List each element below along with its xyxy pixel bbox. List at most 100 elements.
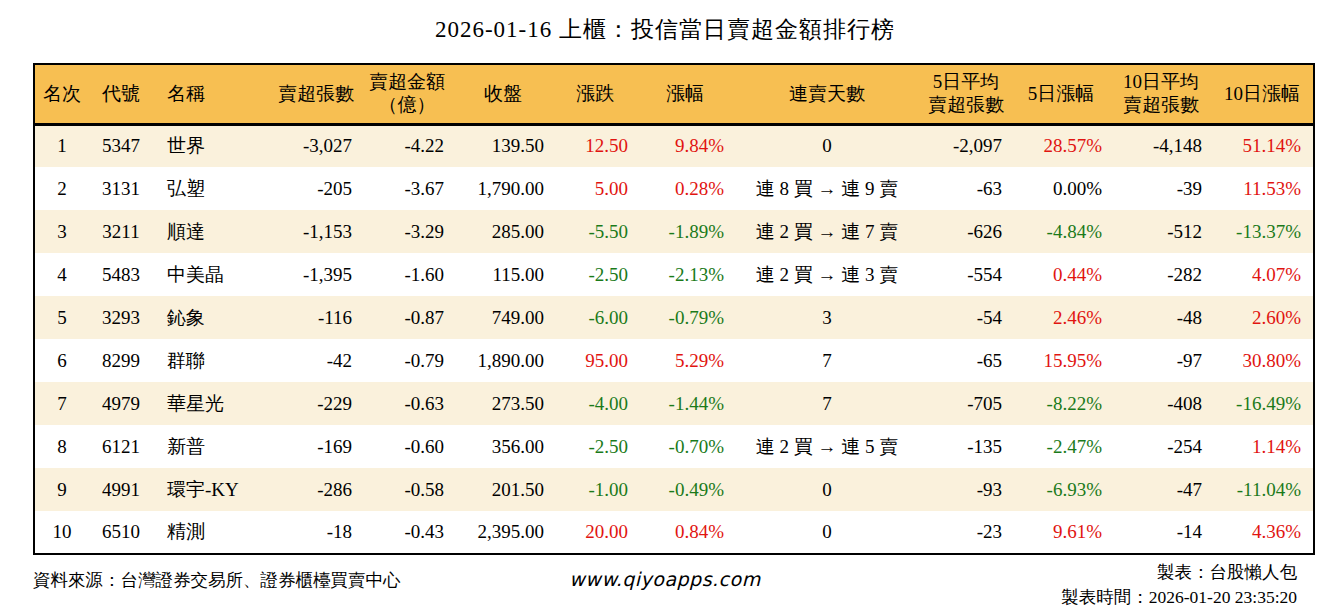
table-cell: 2,395.00 xyxy=(453,511,553,554)
table-cell: 0 xyxy=(733,468,921,511)
table-cell: 0.00% xyxy=(1011,167,1111,210)
column-header: 收盤 xyxy=(453,64,553,124)
table-cell: -3,027 xyxy=(271,124,361,167)
table-cell: 115.00 xyxy=(453,253,553,296)
table-row: 15347世界-3,027-4.22139.5012.509.84%0-2,09… xyxy=(34,124,1314,167)
table-cell: 9.84% xyxy=(637,124,733,167)
table-cell: 7 xyxy=(733,339,921,382)
table-cell: -1.89% xyxy=(637,210,733,253)
table-cell: 2.60% xyxy=(1211,296,1314,339)
column-header: 漲跌 xyxy=(553,64,637,124)
table-cell: 356.00 xyxy=(453,425,553,468)
table-cell: -254 xyxy=(1111,425,1211,468)
table-cell: 群聯 xyxy=(153,339,271,382)
table-cell: -554 xyxy=(921,253,1011,296)
table-cell: -48 xyxy=(1111,296,1211,339)
table-cell: -47 xyxy=(1111,468,1211,511)
table-cell: 5 xyxy=(34,296,89,339)
table-cell: -135 xyxy=(921,425,1011,468)
table-cell: 5.29% xyxy=(637,339,733,382)
column-header: 5日漲幅 xyxy=(1011,64,1111,124)
table-cell: 3293 xyxy=(89,296,153,339)
table-cell: 2 xyxy=(34,167,89,210)
ranking-table: 名次代號名稱賣超張數賣超金額 （億）收盤漲跌漲幅連賣天數5日平均 賣超張數5日漲… xyxy=(33,63,1315,555)
table-cell: 5.00 xyxy=(553,167,637,210)
table-cell: -5.50 xyxy=(553,210,637,253)
header-row: 名次代號名稱賣超張數賣超金額 （億）收盤漲跌漲幅連賣天數5日平均 賣超張數5日漲… xyxy=(34,64,1314,124)
table-cell: -0.70% xyxy=(637,425,733,468)
table-cell: 4.36% xyxy=(1211,511,1314,554)
table-cell: -4.84% xyxy=(1011,210,1111,253)
table-cell: 3131 xyxy=(89,167,153,210)
table-cell: 11.53% xyxy=(1211,167,1314,210)
table-cell: 5483 xyxy=(89,253,153,296)
table-cell: 環宇-KY xyxy=(153,468,271,511)
column-header: 名次 xyxy=(34,64,89,124)
table-cell: 弘塑 xyxy=(153,167,271,210)
table-cell: 51.14% xyxy=(1211,124,1314,167)
table-cell: -6.00 xyxy=(553,296,637,339)
column-header: 連賣天數 xyxy=(733,64,921,124)
table-cell: 5347 xyxy=(89,124,153,167)
column-header: 5日平均 賣超張數 xyxy=(921,64,1011,124)
table-cell: -42 xyxy=(271,339,361,382)
table-cell: -23 xyxy=(921,511,1011,554)
table-cell: -3.67 xyxy=(361,167,453,210)
table-cell: 2.46% xyxy=(1011,296,1111,339)
table-cell: -286 xyxy=(271,468,361,511)
table-cell: -97 xyxy=(1111,339,1211,382)
table-cell: -1.00 xyxy=(553,468,637,511)
table-cell: 1,890.00 xyxy=(453,339,553,382)
table-cell: -39 xyxy=(1111,167,1211,210)
table-cell: 8 xyxy=(34,425,89,468)
table-header: 名次代號名稱賣超張數賣超金額 （億）收盤漲跌漲幅連賣天數5日平均 賣超張數5日漲… xyxy=(34,64,1314,124)
table-cell: -16.49% xyxy=(1211,382,1314,425)
table-cell: -3.29 xyxy=(361,210,453,253)
table-cell: 連 8 買 → 連 9 賣 xyxy=(733,167,921,210)
table-cell: -54 xyxy=(921,296,1011,339)
table-cell: -116 xyxy=(271,296,361,339)
table-cell: 連 2 買 → 連 5 賣 xyxy=(733,425,921,468)
table-cell: 12.50 xyxy=(553,124,637,167)
page-title: 2026-01-16 上櫃：投信當日賣超金額排行榜 xyxy=(0,14,1330,45)
table-cell: -93 xyxy=(921,468,1011,511)
column-header: 賣超金額 （億） xyxy=(361,64,453,124)
table-cell: -0.79% xyxy=(637,296,733,339)
column-header: 名稱 xyxy=(153,64,271,124)
table-cell: 9.61% xyxy=(1011,511,1111,554)
table-row: 33211順達-1,153-3.29285.00-5.50-1.89%連 2 買… xyxy=(34,210,1314,253)
table-cell: 1,790.00 xyxy=(453,167,553,210)
table-cell: 0 xyxy=(733,511,921,554)
table-cell: -1,153 xyxy=(271,210,361,253)
table-cell: -2.50 xyxy=(553,253,637,296)
table-cell: 連 2 買 → 連 3 賣 xyxy=(733,253,921,296)
column-header: 10日平均 賣超張數 xyxy=(1111,64,1211,124)
table-cell: 28.57% xyxy=(1011,124,1111,167)
table-cell: -4.22 xyxy=(361,124,453,167)
maker-block: 製表：台股懶人包 製表時間：2026-01-20 23:35:20 xyxy=(1061,560,1297,611)
table-cell: -0.49% xyxy=(637,468,733,511)
table-cell: 6 xyxy=(34,339,89,382)
table-cell: 3 xyxy=(733,296,921,339)
made-timestamp: 製表時間：2026-01-20 23:35:20 xyxy=(1061,585,1297,610)
table-cell: 連 2 買 → 連 7 賣 xyxy=(733,210,921,253)
table-cell: 世界 xyxy=(153,124,271,167)
table-cell: 3211 xyxy=(89,210,153,253)
column-header: 10日漲幅 xyxy=(1211,64,1314,124)
table-cell: 7 xyxy=(34,382,89,425)
table-cell: -0.87 xyxy=(361,296,453,339)
table-cell: 鈊象 xyxy=(153,296,271,339)
table-row: 53293鈊象-116-0.87749.00-6.00-0.79%3-542.4… xyxy=(34,296,1314,339)
table-row: 106510精測-18-0.432,395.0020.000.84%0-239.… xyxy=(34,511,1314,554)
table-cell: -512 xyxy=(1111,210,1211,253)
table-cell: -4,148 xyxy=(1111,124,1211,167)
table-cell: -2.13% xyxy=(637,253,733,296)
table-cell: -408 xyxy=(1111,382,1211,425)
table-cell: 0.44% xyxy=(1011,253,1111,296)
table-cell: 新普 xyxy=(153,425,271,468)
table-cell: -229 xyxy=(271,382,361,425)
table-cell: -0.43 xyxy=(361,511,453,554)
table-cell: -2.50 xyxy=(553,425,637,468)
table-cell: -2,097 xyxy=(921,124,1011,167)
column-header: 漲幅 xyxy=(637,64,733,124)
